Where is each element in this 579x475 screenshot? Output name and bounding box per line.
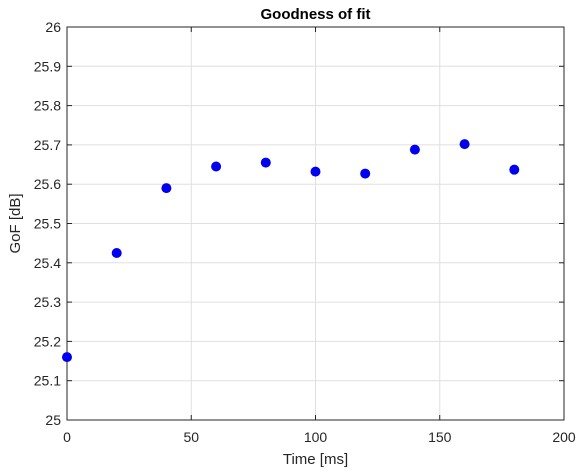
x-tick-label: 150 — [428, 429, 452, 445]
y-tick-label: 25.2 — [34, 333, 61, 349]
data-point — [211, 161, 222, 172]
y-tick-label: 25.8 — [34, 98, 61, 114]
data-point — [360, 168, 371, 179]
y-tick-label: 25.5 — [34, 216, 61, 232]
data-point — [310, 166, 321, 177]
y-tick-label: 25.4 — [34, 255, 61, 271]
chart-title: Goodness of fit — [261, 6, 371, 23]
y-tick-label: 25 — [45, 412, 61, 428]
axis-ticks — [66, 26, 565, 421]
data-point — [111, 247, 122, 258]
grid — [67, 27, 564, 420]
y-axis-label: GoF [dB] — [7, 193, 24, 253]
data-points — [62, 139, 520, 363]
x-tick-label: 50 — [183, 429, 199, 445]
data-point — [459, 139, 470, 150]
x-tick-label: 200 — [552, 429, 576, 445]
data-point — [161, 183, 172, 194]
data-point — [260, 157, 271, 168]
data-point — [509, 164, 520, 175]
x-tick-label: 0 — [63, 429, 71, 445]
x-tick-label: 100 — [304, 429, 328, 445]
x-axis-label: Time [ms] — [283, 451, 348, 468]
data-point — [409, 144, 420, 155]
y-tick-label: 25.1 — [34, 373, 61, 389]
y-tick-label: 25.9 — [34, 58, 61, 74]
y-tick-labels: 25 25.1 25.2 25.3 25.4 25.5 25.6 25.7 25.8 25.9 26 — [34, 19, 61, 428]
y-tick-label: 26 — [45, 19, 61, 35]
data-point — [62, 352, 72, 363]
x-tick-labels: 0 50 100 150 200 — [63, 429, 576, 445]
y-tick-label: 25.7 — [34, 137, 61, 153]
y-tick-label: 25.6 — [34, 176, 61, 192]
y-tick-label: 25.3 — [34, 294, 61, 310]
